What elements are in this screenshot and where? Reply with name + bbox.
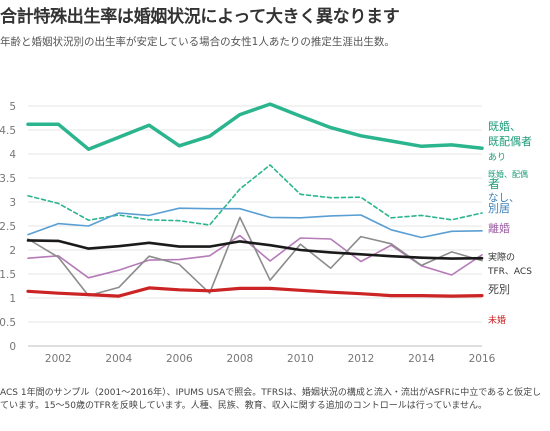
series-end-label: 既配偶者 [488,135,532,148]
x-tick-label: 2004 [105,353,132,365]
series-end-label: 者 [488,177,500,191]
y-tick-label: 4 [9,149,16,161]
chart-subtitle: 年齢と婚姻状況別の出生率が安定している場合の女性1人あたりの推定生涯出生数。 [0,36,395,48]
x-tick-label: 2014 [408,353,435,365]
y-tick-label: 4.5 [0,125,16,137]
chart-footnote: ACS 1年間のサンプル（2001～2016年）、IPUMS USAで照会。TF… [0,388,542,411]
series-end-label: 死別 [488,283,510,296]
series-line-2 [27,207,483,239]
series-line-6 [26,286,484,298]
y-tick-label: 1.5 [0,269,16,281]
series-end-label: あり [488,152,506,163]
chart-title: 合計特殊出生率は婚姻状況によって大きく異なります [0,7,400,27]
x-tick-label: 2002 [45,353,72,365]
x-tick-label: 2008 [226,353,253,365]
x-tick-label: 2010 [287,353,314,365]
x-tick-label: 2016 [469,353,496,365]
y-tick-label: 0 [9,341,16,353]
series-end-label: 離婚 [488,221,510,235]
series-end-label: 既婚、配偶 [488,169,528,179]
series-line-1 [27,164,483,226]
y-tick-label: 0.5 [0,317,16,329]
series-end-label: 既婚、 [488,119,521,133]
line-chart: 0 0.5 1 1.5 2 2.5 3 3.5 4 4.5 5 2002 2004 2006 2008 201… [0,101,532,365]
series-end-label: 未婚 [488,314,506,326]
series-line-0 [26,102,484,151]
x-tick-label: 2012 [348,353,375,365]
y-tick-label: 2 [9,245,16,257]
y-tick-label: 3 [9,197,16,209]
series-end-label: TFR、ACS [487,267,532,277]
series-end-label: 別居 [488,202,510,215]
y-tick-label: 1 [9,293,16,305]
series-end-label: なし、 [488,192,520,204]
series-line-4 [27,216,483,297]
x-tick-label: 2006 [166,353,193,365]
y-tick-label: 5 [9,101,16,113]
y-tick-label: 2.5 [0,221,16,233]
series-line-5 [26,239,484,260]
y-tick-label: 3.5 [0,173,16,185]
series-end-label: 実際の [488,251,515,263]
